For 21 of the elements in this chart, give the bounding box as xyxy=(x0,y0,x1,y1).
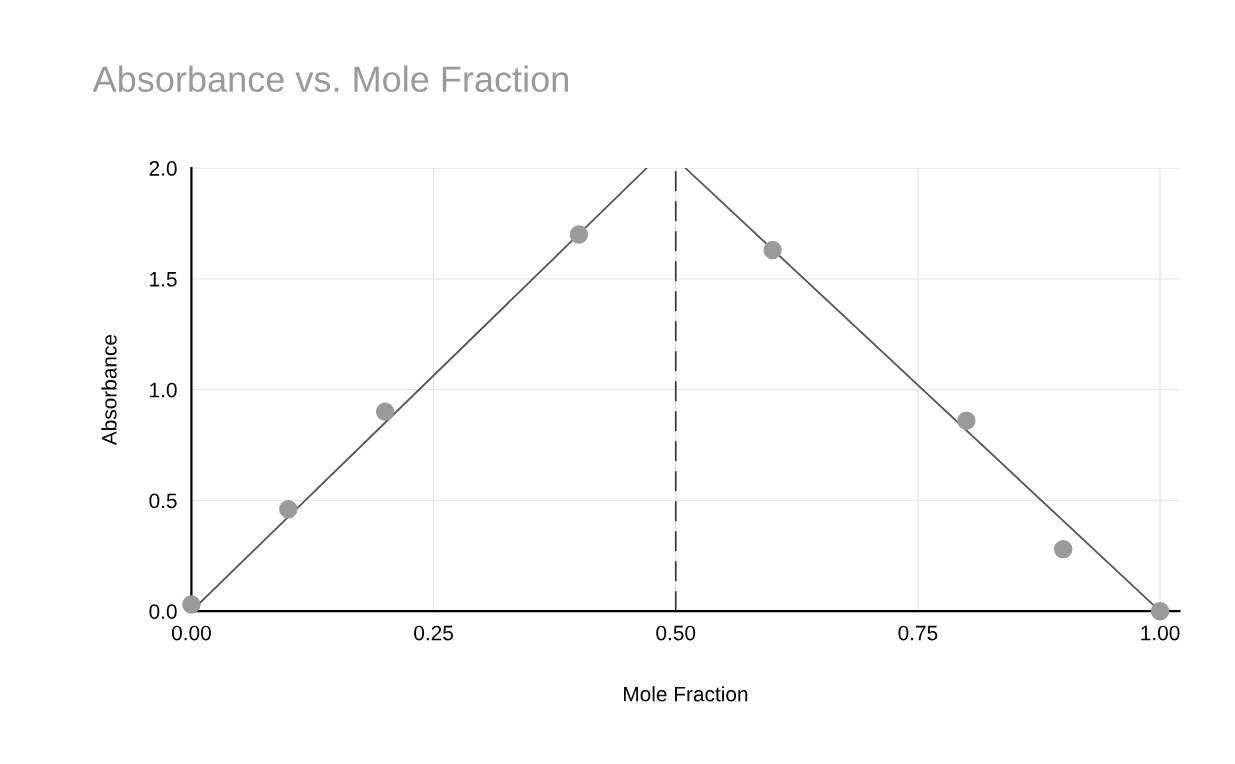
x-tick-label: 0.00 xyxy=(171,625,211,641)
point xyxy=(1053,539,1073,559)
y-axis-title: Absorbance xyxy=(101,334,117,446)
point xyxy=(569,225,589,244)
point xyxy=(279,500,298,519)
point xyxy=(957,411,976,430)
chart-title: Absorbance vs. Mole Fraction xyxy=(92,65,568,93)
y-tick-label: 0.0 xyxy=(149,604,177,619)
x-axis-title: Mole Fraction xyxy=(624,686,748,702)
x-tick-label: 0.50 xyxy=(656,625,696,641)
y-tick-label: 0.5 xyxy=(149,493,177,509)
point xyxy=(182,595,201,614)
y-tick-label: 1.5 xyxy=(150,272,177,287)
point xyxy=(1150,601,1170,621)
x-tick-label: 1.00 xyxy=(1141,625,1180,641)
point xyxy=(763,240,782,260)
x-tick-label: 0.25 xyxy=(414,625,453,641)
point xyxy=(375,402,395,421)
y-tick-label: 1.0 xyxy=(150,382,177,398)
x-tick-label: 0.75 xyxy=(898,625,938,641)
y-tick-label: 2.0 xyxy=(149,161,177,176)
